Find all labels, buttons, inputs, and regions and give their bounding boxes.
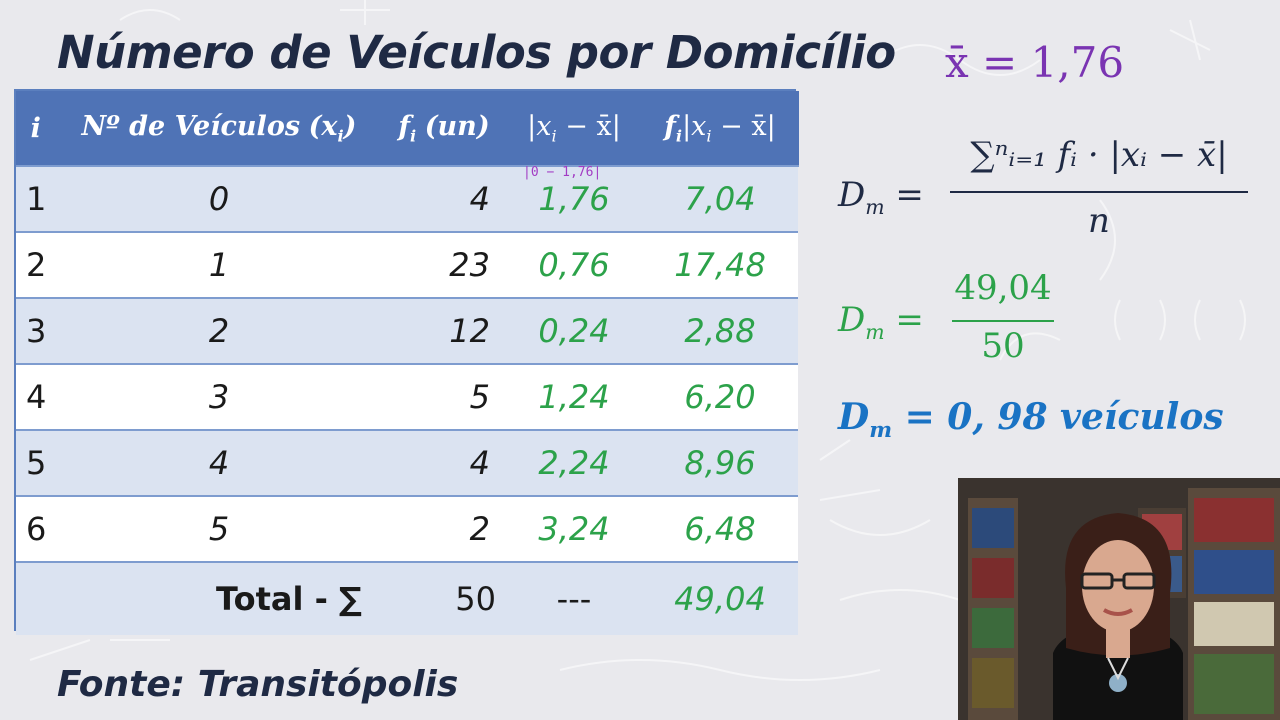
cell-f: 5 — [382, 363, 506, 430]
cell-i: 5 — [16, 429, 56, 496]
mean-formula: x̄ = 1,76 — [945, 38, 1125, 87]
total-row: Total - ∑ 50 --- 49,04 — [16, 561, 798, 635]
mean-deviation-formula: Dm = ∑ⁿᵢ₌₁ fᵢ · |xᵢ − x̄| n — [838, 135, 1248, 245]
fraction-bar — [952, 320, 1054, 322]
header-fi: fi (un) — [382, 91, 507, 166]
data-table: i Nº de Veículos (xi) fi (un) |xi − x̄| … — [16, 91, 799, 635]
total-f: 50 — [382, 561, 506, 635]
cell-abs-dev: 1,76 — [506, 165, 642, 232]
formula-denominator: n — [1088, 201, 1110, 241]
header-veiculos: Nº de Veículos (xi) — [56, 91, 383, 166]
substituted-formula: Dm = 49,04 50 — [838, 268, 1068, 368]
total-label: Total - ∑ — [16, 561, 382, 635]
table-row: 3 2 12 0,24 2,88 — [16, 297, 798, 364]
cell-abs-dev: 0,76 — [506, 231, 642, 298]
formula-denominator: 50 — [981, 326, 1025, 366]
cell-i: 1 — [16, 165, 56, 232]
table-row: 2 1 23 0,76 17,48 — [16, 231, 798, 298]
webcam-video — [958, 478, 1280, 720]
table-row: 4 3 5 1,24 6,20 — [16, 363, 798, 430]
cell-i: 4 — [16, 363, 56, 430]
formula-numerator: 49,04 — [954, 268, 1052, 308]
result-formula: Dm = 0, 98 veículos — [838, 396, 1224, 444]
total-f-abs-dev: 49,04 — [642, 561, 798, 635]
cell-x: 4 — [56, 429, 382, 496]
cell-abs-dev: 3,24 — [506, 495, 642, 562]
formula-lhs: Dm = — [838, 300, 924, 344]
cell-x: 1 — [56, 231, 382, 298]
page-title: Número de Veículos por Domicílio — [57, 26, 896, 79]
total-abs-dev: --- — [506, 561, 642, 635]
table-header-row: i Nº de Veículos (xi) fi (un) |xi − x̄| … — [16, 91, 799, 166]
cell-abs-dev: 1,24 — [506, 363, 642, 430]
frequency-table: i Nº de Veículos (xi) fi (un) |xi − x̄| … — [14, 89, 799, 635]
fraction-bar — [950, 191, 1248, 193]
cell-f: 12 — [382, 297, 506, 364]
cell-i: 6 — [16, 495, 56, 562]
cell-abs-dev: 0,24 — [506, 297, 642, 364]
table-row: 5 4 4 2,24 8,96 — [16, 429, 798, 496]
presenter-video-icon — [958, 478, 1280, 720]
cell-i: 2 — [16, 231, 56, 298]
cell-f: 23 — [382, 231, 506, 298]
cell-f-abs-dev: 6,20 — [642, 363, 798, 430]
cell-i: 3 — [16, 297, 56, 364]
cell-x: 2 — [56, 297, 382, 364]
cell-f-abs-dev: 7,04 — [642, 165, 798, 232]
cell-f-abs-dev: 6,48 — [642, 495, 798, 562]
header-abs-dev: |xi − x̄| — [506, 91, 643, 166]
table-row: 1 0 4 1,76 7,04 — [16, 165, 798, 232]
cell-x: 0 — [56, 165, 382, 232]
cell-f-abs-dev: 17,48 — [642, 231, 798, 298]
formula-numerator: ∑ⁿᵢ₌₁ fᵢ · |xᵢ − x̄| — [970, 135, 1228, 175]
cell-f-abs-dev: 8,96 — [642, 429, 798, 496]
source-caption: Fonte: Transitópolis — [57, 664, 459, 705]
cell-f: 2 — [382, 495, 506, 562]
handwritten-note: |0 − 1,76| — [523, 165, 602, 180]
cell-f-abs-dev: 2,88 — [642, 297, 798, 364]
cell-x: 3 — [56, 363, 382, 430]
header-i: i — [16, 91, 57, 166]
cell-f: 4 — [382, 165, 506, 232]
cell-abs-dev: 2,24 — [506, 429, 642, 496]
cell-x: 5 — [56, 495, 382, 562]
table-row: 6 5 2 3,24 6,48 — [16, 495, 798, 562]
header-f-abs-dev: fi|xi − x̄| — [642, 91, 799, 166]
formula-lhs: Dm = — [838, 175, 924, 219]
cell-f: 4 — [382, 429, 506, 496]
